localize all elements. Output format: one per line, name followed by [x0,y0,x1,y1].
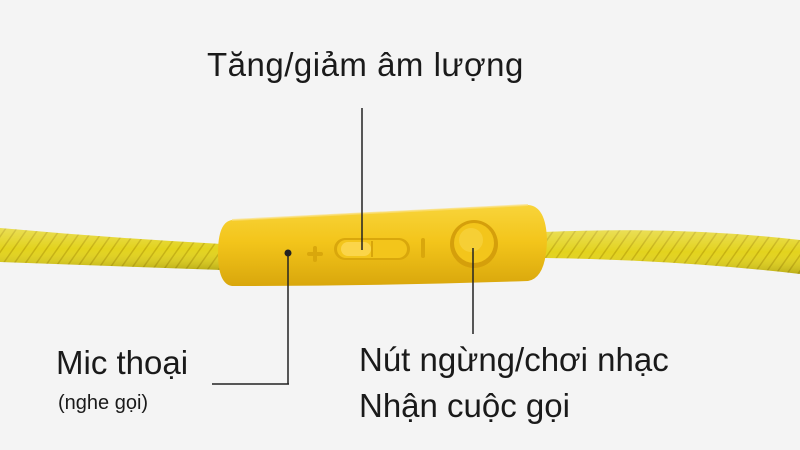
play-pause-label: Nút ngừng/chơi nhạc [359,341,669,378]
mic-hole-icon [284,249,292,257]
answer-call-label: Nhận cuộc gọi [359,387,570,424]
volume-label: Tăng/giảm âm lượng [207,46,524,83]
minus-sign-icon [421,238,425,258]
mic-label: Mic thoại [56,344,189,381]
volume-rocker-button[interactable] [334,238,410,260]
left-cable [0,228,222,270]
play-pause-button[interactable] [450,220,498,268]
plus-sign-icon [307,246,323,262]
mic-sublabel: (nghe gọi) [58,392,149,414]
right-cable [544,230,800,274]
